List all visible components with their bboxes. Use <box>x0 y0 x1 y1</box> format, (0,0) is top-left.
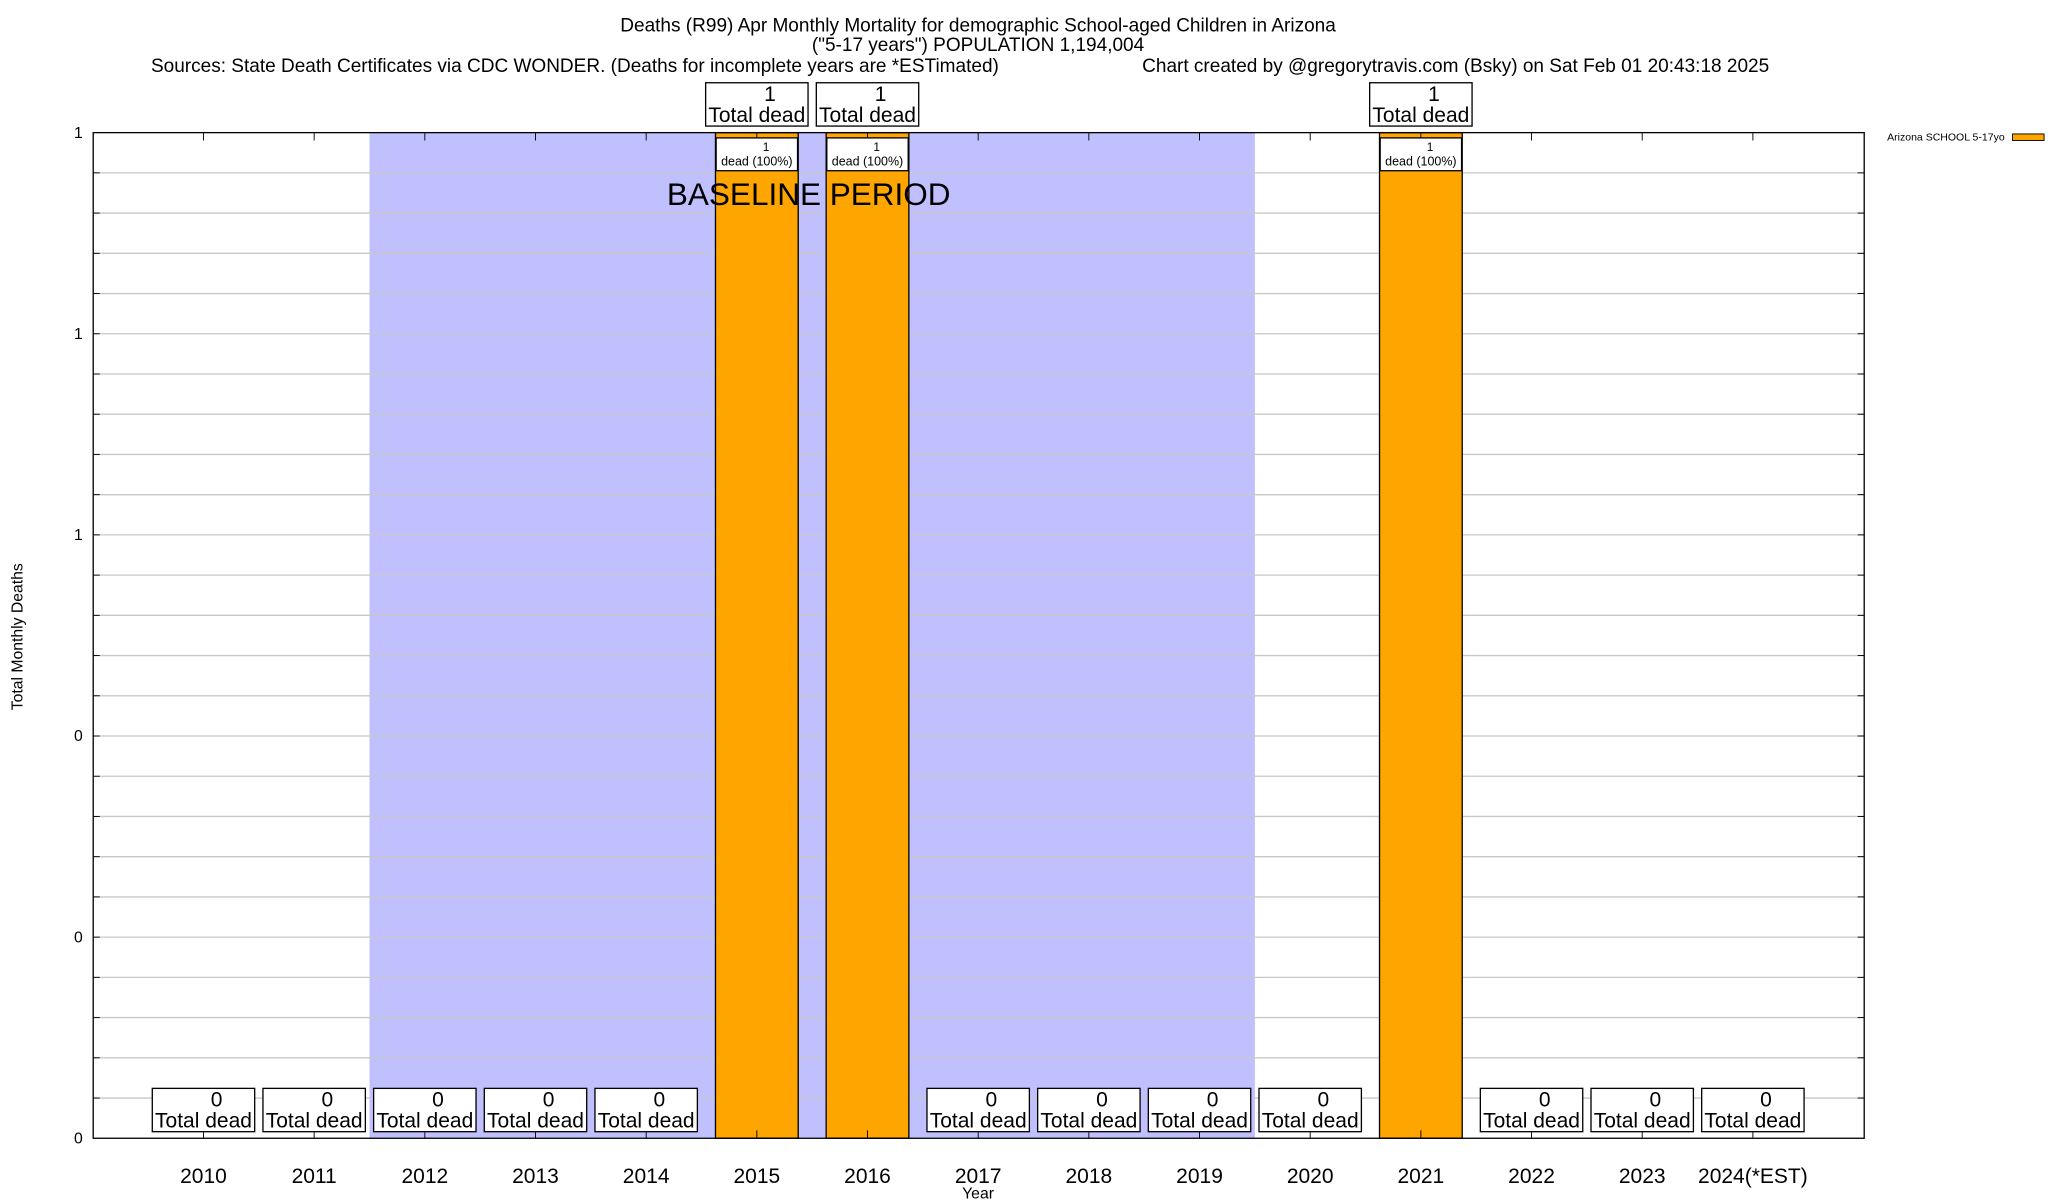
total-value: 0 <box>1317 1089 1329 1112</box>
bar-percent-label: dead (100%) <box>832 154 903 168</box>
total-label-box <box>372 1087 477 1133</box>
legend-label: Arizona SCHOOL 5-17yo <box>1887 132 2005 144</box>
bar-percent-label: dead (100%) <box>1385 154 1456 168</box>
total-label: Total dead <box>266 1110 363 1133</box>
total-value: 0 <box>1539 1089 1551 1112</box>
total-label-box <box>1701 1087 1805 1133</box>
total-label-box <box>1479 1087 1584 1133</box>
x-tick-label: 2019 <box>1176 1165 1223 1188</box>
total-label: Total dead <box>1483 1110 1580 1133</box>
total-value: 1 <box>875 83 887 106</box>
chart-sources: Sources: State Death Certificates via CD… <box>151 56 999 77</box>
total-label: Total dead <box>487 1110 584 1133</box>
bar-label-box <box>826 137 909 172</box>
total-value: 0 <box>1760 1089 1772 1112</box>
total-value: 0 <box>1207 1089 1219 1112</box>
total-label: Total dead <box>1040 1110 1137 1133</box>
total-label: Total dead <box>1704 1110 1801 1133</box>
plot-frame <box>92 131 1865 1139</box>
total-value: 0 <box>985 1089 997 1112</box>
total-label: Total dead <box>155 1110 252 1133</box>
x-tick-label: 2020 <box>1287 1165 1334 1188</box>
total-label-box <box>483 1087 588 1133</box>
baseline-annotation: BASELINE PERIOD <box>667 176 951 212</box>
chart-credit: Chart created by @gregorytravis.com (Bsk… <box>1142 56 1769 77</box>
total-label-box <box>1147 1087 1252 1133</box>
x-tick-label: 2024(*EST) <box>1698 1165 1808 1188</box>
bar-label-box <box>1379 137 1463 172</box>
bar <box>825 131 910 1139</box>
total-value: 0 <box>432 1089 444 1112</box>
y-tick-label: 1 <box>74 326 83 343</box>
total-label: Total dead <box>1262 1110 1359 1133</box>
x-tick-label: 2013 <box>512 1165 559 1188</box>
bar-value: 1 <box>1427 140 1434 154</box>
x-tick-label: 2012 <box>401 1165 448 1188</box>
x-tick-label: 2015 <box>733 1165 780 1188</box>
x-axis-label: Year <box>962 1186 994 1200</box>
total-label-box <box>1590 1087 1695 1133</box>
x-tick-label: 2016 <box>844 1165 891 1188</box>
total-label-box <box>1369 82 1473 127</box>
bar-value: 1 <box>873 140 880 154</box>
total-label: Total dead <box>1151 1110 1248 1133</box>
y-tick-label: 0 <box>74 929 83 946</box>
total-value: 1 <box>1428 83 1440 106</box>
y-tick-label: 1 <box>74 125 83 142</box>
chart-title: Deaths (R99) Apr Monthly Mortality for d… <box>620 16 1336 37</box>
total-label: Total dead <box>376 1110 473 1133</box>
total-label: Total dead <box>819 104 916 127</box>
baseline-period-shade <box>369 132 1255 1139</box>
total-label-box <box>704 82 809 127</box>
bar-percent-label: dead (100%) <box>721 154 792 168</box>
total-label-box <box>1036 1087 1141 1133</box>
total-label-box <box>926 1087 1031 1133</box>
x-tick-label: 2014 <box>623 1165 670 1188</box>
total-value: 0 <box>321 1089 333 1112</box>
total-label: Total dead <box>1594 1110 1691 1133</box>
total-label: Total dead <box>1372 104 1469 127</box>
total-value: 0 <box>543 1089 555 1112</box>
x-tick-label: 2010 <box>180 1165 227 1188</box>
chart-subtitle: ("5-17 years") POPULATION 1,194,004 <box>812 35 1145 56</box>
total-value: 0 <box>1096 1089 1108 1112</box>
x-tick-label: 2022 <box>1508 1165 1555 1188</box>
total-label: Total dead <box>708 104 805 127</box>
total-label-box <box>151 1087 256 1133</box>
bar-label-box <box>715 137 799 172</box>
y-axis-label: Total Monthly Deaths <box>9 563 26 710</box>
total-value: 0 <box>653 1089 665 1112</box>
total-label-box <box>1258 1087 1363 1133</box>
total-label-box <box>594 1087 699 1133</box>
x-tick-label: 2021 <box>1398 1165 1445 1188</box>
y-tick-label: 1 <box>74 527 83 544</box>
bar <box>1378 131 1463 1139</box>
total-value: 0 <box>1649 1089 1661 1112</box>
total-value: 0 <box>211 1089 223 1112</box>
total-label: Total dead <box>598 1110 695 1133</box>
bar <box>714 131 799 1139</box>
legend-swatch <box>2012 133 2045 141</box>
total-label-box <box>262 1087 367 1133</box>
x-tick-label: 2017 <box>955 1165 1002 1188</box>
y-tick-label: 0 <box>74 728 83 745</box>
x-tick-label: 2011 <box>292 1165 337 1188</box>
y-tick-label: 0 <box>74 1131 83 1148</box>
bar-value: 1 <box>763 140 770 154</box>
x-tick-label: 2023 <box>1619 1165 1666 1188</box>
total-value: 1 <box>764 83 776 106</box>
x-tick-label: 2018 <box>1065 1165 1112 1188</box>
total-label-box <box>815 82 920 127</box>
total-label: Total dead <box>930 1110 1027 1133</box>
